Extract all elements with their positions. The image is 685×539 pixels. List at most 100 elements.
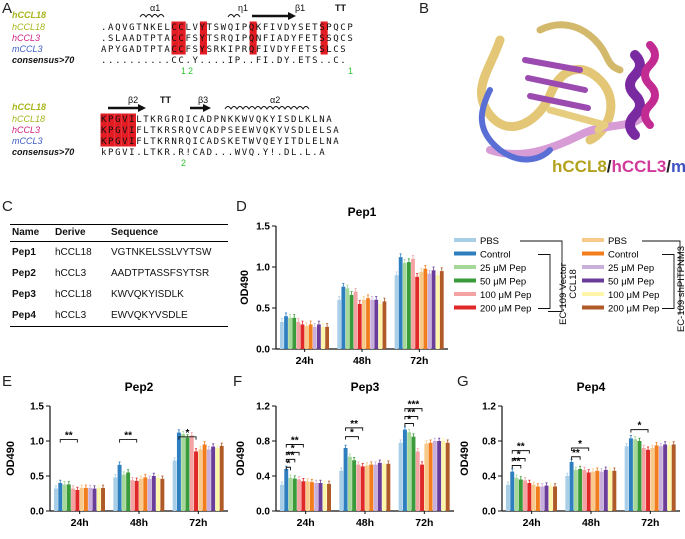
bar — [565, 476, 570, 511]
bar — [101, 487, 105, 511]
legend-label: 50 μM Pep — [608, 277, 654, 288]
bar — [423, 268, 428, 349]
structure-legend: hCCL8/hCCL3/mCCL3 — [552, 157, 685, 176]
legend-swatch — [454, 305, 476, 310]
bar — [66, 484, 71, 511]
bar — [667, 445, 672, 511]
bar — [523, 480, 528, 511]
disulfide-number: 2 — [181, 158, 186, 168]
conserved-cell — [178, 32, 186, 44]
significance-label: ** — [517, 442, 525, 453]
conserved-cell — [107, 113, 115, 125]
significance-bracket — [571, 447, 590, 451]
bar — [612, 470, 617, 511]
bar — [407, 432, 412, 511]
bar — [194, 451, 198, 511]
bar — [305, 481, 310, 511]
conserved-cell — [100, 135, 108, 147]
bar — [432, 441, 437, 511]
bar — [215, 448, 220, 511]
bar — [88, 487, 93, 511]
bar — [362, 299, 366, 349]
bar — [347, 456, 352, 511]
y-tick-label: 0.4 — [482, 472, 496, 483]
bar — [366, 298, 370, 349]
conserved-cell — [171, 32, 179, 44]
alignment-row-name: mCCL3 — [12, 136, 43, 146]
alignment-row-name: hCCL18 — [12, 114, 45, 124]
cell-name: Pep4 — [12, 310, 36, 321]
bar — [540, 486, 545, 511]
disulfide-number: 2 — [188, 66, 193, 76]
bar — [117, 464, 122, 511]
bar — [531, 484, 536, 511]
significance-label: * — [407, 415, 411, 426]
legend-swatch — [582, 305, 604, 310]
bar — [79, 487, 84, 511]
x-tick-label: 72h — [415, 517, 433, 529]
bar — [398, 442, 403, 511]
bar — [382, 463, 387, 511]
bar — [172, 460, 177, 511]
alignment-row-seq: KPGVIFLTKRNRQICADSKETWVQEYITDLELNA — [101, 137, 340, 147]
bar — [641, 448, 646, 511]
conserved-cell — [114, 135, 122, 147]
disulfide-number: 1 — [181, 66, 186, 76]
bar — [514, 477, 519, 511]
legend-swatch — [582, 238, 604, 242]
structure-label: TT — [160, 95, 171, 105]
bar — [308, 324, 313, 349]
bar — [219, 445, 224, 511]
helix-glyph — [139, 14, 165, 18]
bar — [445, 442, 450, 511]
bar — [134, 480, 139, 511]
structure-label: β2 — [128, 95, 138, 105]
significance-label: ** — [65, 431, 73, 442]
bar — [578, 469, 583, 511]
table-row: Pep2 hCCL3 AADTPTASSFSYTSR — [10, 263, 228, 284]
significance-label: * — [186, 428, 190, 439]
legend-swatch — [454, 251, 476, 256]
bar — [96, 487, 101, 511]
significance-bracket — [285, 466, 291, 471]
bar — [595, 470, 600, 511]
sequence-alignment: hCCL18 α1 η1 β1 TT hCCL18 .AQVGTNKELCCLVYTSWQI… — [12, 3, 354, 168]
legend-swatch — [582, 292, 604, 296]
bar — [343, 448, 348, 511]
structure-label: TT — [335, 3, 346, 13]
bar — [553, 486, 557, 511]
chart-title: Pep2 — [125, 380, 154, 394]
bar — [437, 441, 442, 511]
bar — [378, 303, 383, 349]
alignment-block-1: hCCL18 α1 η1 β1 TT hCCL18 .AQVGTNKELCCLVYTSWQI… — [12, 3, 354, 76]
cell-name: Pep2 — [12, 268, 36, 279]
bar — [424, 443, 429, 511]
significance-label: * — [350, 428, 354, 439]
bar — [62, 484, 67, 511]
bar — [185, 437, 190, 511]
legend-bracket — [662, 254, 675, 309]
bar — [292, 478, 297, 511]
bar — [608, 470, 613, 511]
bar — [658, 446, 663, 511]
significance-label: ** — [124, 431, 132, 442]
y-axis-label: OD490 — [459, 441, 471, 476]
header-derive: Derive — [55, 227, 86, 238]
y-axis-label: OD490 — [235, 441, 247, 476]
legend-label: Control — [608, 250, 639, 261]
bar — [382, 301, 387, 349]
bar — [527, 483, 532, 511]
mccl3-ribbon — [478, 87, 553, 163]
legend-label: 50 μM Pep — [480, 277, 526, 288]
alignment-row-seq: .SLAADTPTACCFSYTSRQIPQNFIADYFETSSQCS — [101, 34, 354, 44]
bar — [189, 435, 194, 511]
panel-letter-b: B — [419, 0, 430, 17]
bar — [147, 478, 152, 511]
legend-ccl18-label: CCL18 — [568, 269, 579, 299]
x-tick-label: 24h — [296, 355, 314, 367]
bar — [569, 462, 574, 511]
table-row: Pep4 hCCL3 EWVQKYVSDLE — [10, 305, 228, 327]
legend-bracket — [520, 240, 563, 312]
bar — [671, 444, 676, 511]
structure-label: α1 — [150, 3, 160, 13]
